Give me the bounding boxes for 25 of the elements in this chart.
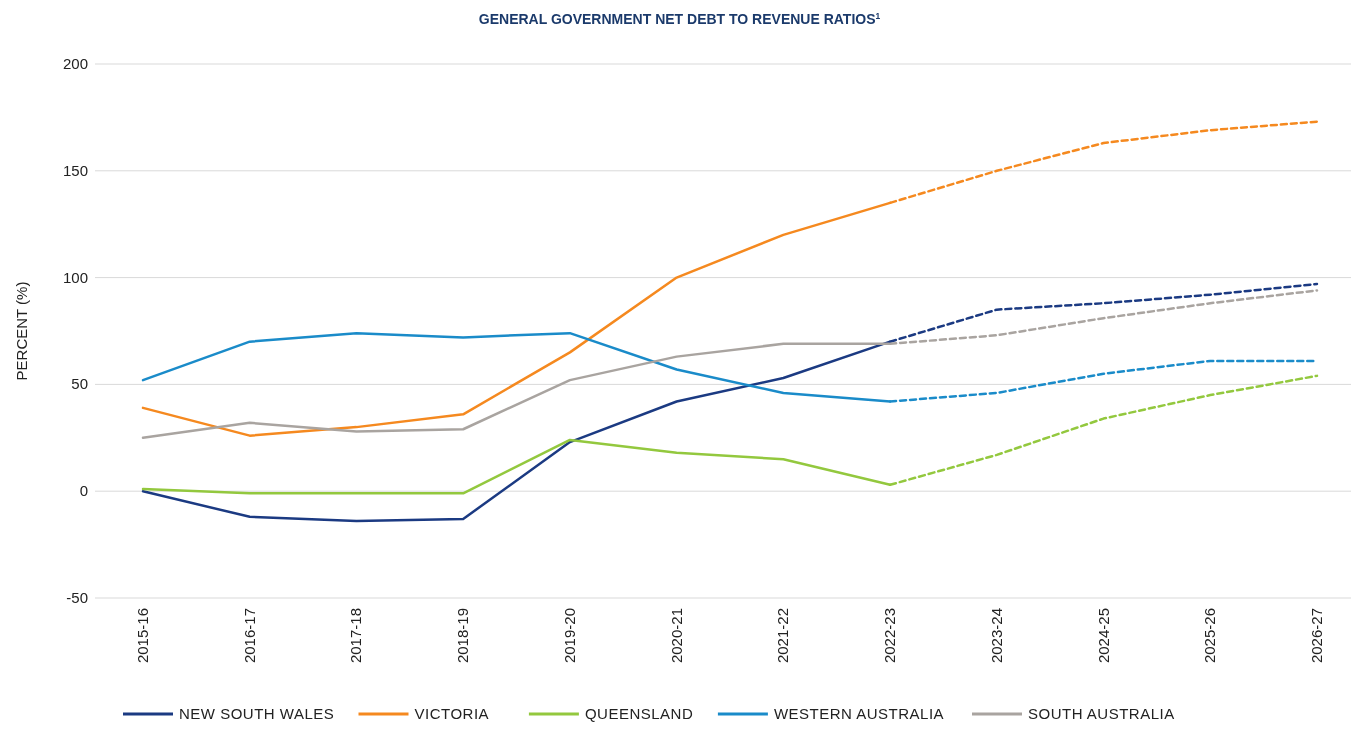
y-tick-label: 200 [62, 55, 88, 72]
x-tick-label: 2026-27 [1308, 608, 1325, 664]
x-tick-label: 2017-18 [347, 608, 365, 664]
x-tick-label: 2025-26 [1201, 608, 1219, 664]
x-tick-label: 2023-24 [987, 608, 1005, 664]
legend-label: NEW SOUTH WALES [179, 705, 335, 722]
x-tick-label: 2024-25 [1094, 608, 1112, 664]
x-tick-label: 2019-20 [560, 608, 578, 664]
y-tick-label: 50 [71, 375, 88, 393]
y-tick-label: -50 [66, 589, 88, 606]
x-tick-label: 2018-19 [454, 608, 472, 664]
chart-title: GENERAL GOVERNMENT NET DEBT TO REVENUE RATIOS$^{1}$ [478, 11, 881, 27]
legend-label: SOUTH AUSTRALIA [1028, 705, 1175, 722]
x-tick-label: 2021-22 [774, 608, 792, 664]
legend-label: WESTERN AUSTRALIA [773, 705, 945, 722]
y-axis-title: PERCENT (%) [13, 281, 30, 381]
legend-label: QUEENSLAND [584, 705, 694, 722]
x-tick-label: 2015-16 [134, 608, 151, 664]
y-tick-label: 0 [79, 482, 88, 500]
y-tick-label: 150 [62, 161, 88, 179]
x-tick-label: 2022-23 [881, 608, 899, 664]
legend-label: VICTORIA [414, 705, 490, 722]
x-tick-label: 2020-21 [667, 608, 685, 664]
y-tick-label: 100 [62, 268, 88, 286]
x-tick-label: 2016-17 [240, 608, 258, 664]
